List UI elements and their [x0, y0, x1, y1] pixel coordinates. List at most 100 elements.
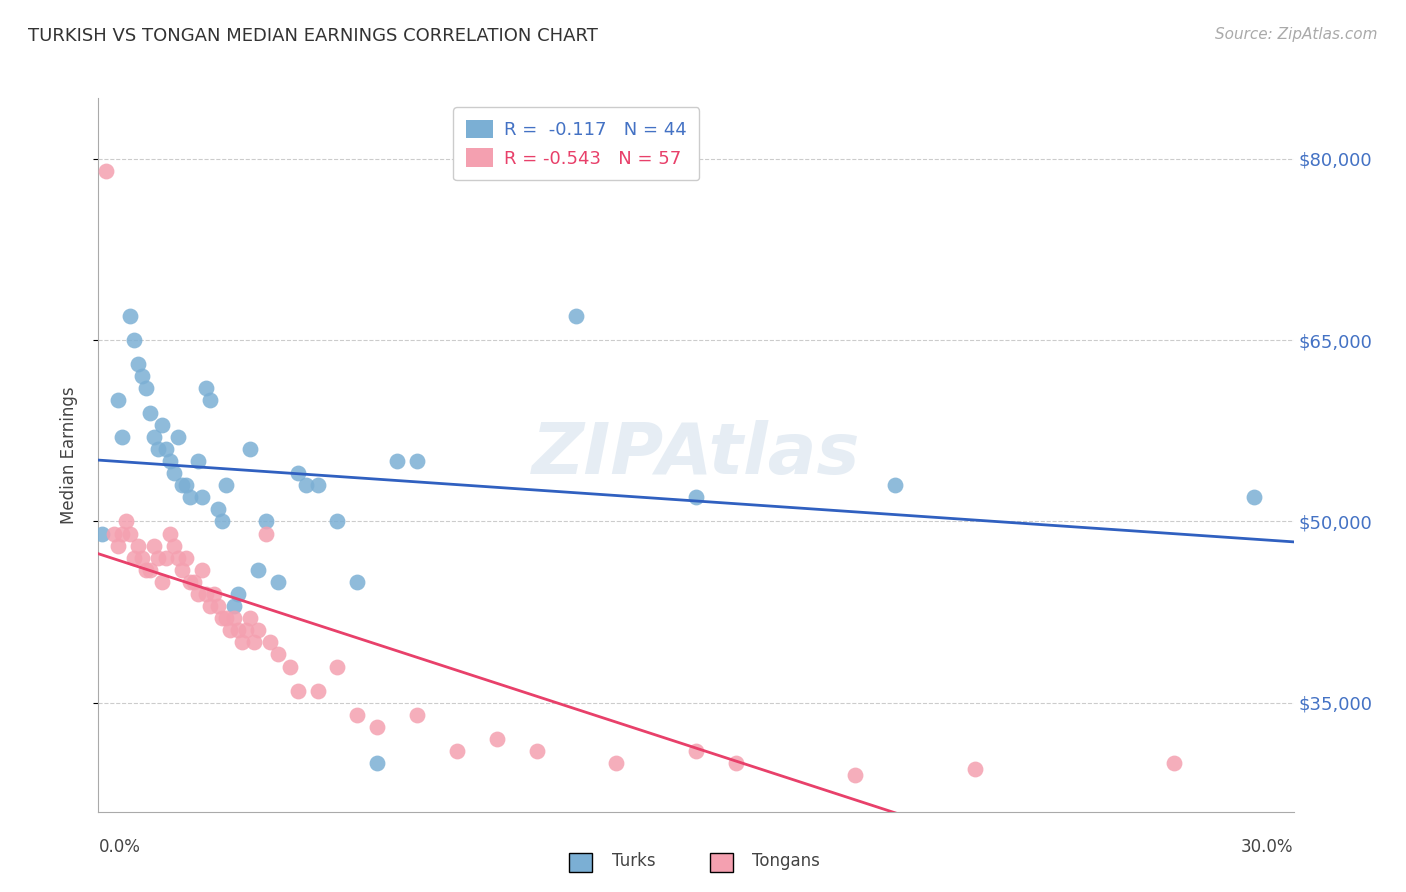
Point	[724, 756, 747, 771]
Point	[174, 550, 197, 565]
Point	[107, 393, 129, 408]
Point	[120, 526, 142, 541]
Point	[172, 563, 194, 577]
Point	[326, 515, 349, 529]
Text: TURKISH VS TONGAN MEDIAN EARNINGS CORRELATION CHART: TURKISH VS TONGAN MEDIAN EARNINGS CORREL…	[28, 27, 598, 45]
Point	[685, 744, 707, 758]
Point	[246, 563, 269, 577]
Text: 30.0%: 30.0%	[1241, 838, 1294, 856]
Legend: R =  -0.117   N = 44, R = -0.543   N = 57: R = -0.117 N = 44, R = -0.543 N = 57	[454, 107, 699, 180]
Point	[131, 550, 153, 565]
Text: Tongans: Tongans	[752, 852, 820, 870]
Point	[326, 659, 349, 673]
Point	[127, 539, 149, 553]
Point	[485, 732, 508, 747]
Point	[366, 756, 388, 771]
Point	[191, 490, 214, 504]
Point	[150, 574, 173, 589]
Point	[187, 587, 209, 601]
Point	[163, 539, 186, 553]
Point	[159, 526, 181, 541]
Point	[139, 406, 162, 420]
Point	[139, 563, 162, 577]
Point	[148, 442, 170, 456]
Point	[91, 526, 114, 541]
Point	[219, 624, 242, 638]
Point	[163, 466, 186, 480]
Point	[226, 587, 249, 601]
Text: ZIPAtlas: ZIPAtlas	[531, 420, 860, 490]
Point	[198, 393, 221, 408]
Text: Source: ZipAtlas.com: Source: ZipAtlas.com	[1215, 27, 1378, 42]
Point	[207, 599, 229, 613]
Point	[107, 539, 129, 553]
Point	[183, 574, 205, 589]
Point	[174, 478, 197, 492]
Point	[159, 454, 181, 468]
Point	[446, 744, 468, 758]
Point	[346, 708, 368, 723]
Point	[131, 369, 153, 384]
Point	[111, 430, 134, 444]
Point	[211, 515, 233, 529]
Point	[346, 574, 368, 589]
Point	[963, 763, 986, 777]
Point	[287, 683, 309, 698]
Point	[226, 624, 249, 638]
Point	[307, 683, 329, 698]
Point	[222, 611, 245, 625]
Point	[191, 563, 214, 577]
Point	[111, 526, 134, 541]
Point	[254, 526, 277, 541]
Point	[267, 648, 290, 662]
Point	[243, 635, 266, 649]
Point	[1243, 490, 1265, 504]
Point	[287, 466, 309, 480]
Point	[167, 430, 190, 444]
Point	[884, 478, 907, 492]
Point	[127, 357, 149, 371]
Point	[215, 611, 238, 625]
Point	[239, 611, 262, 625]
Point	[1163, 756, 1185, 771]
Point	[246, 624, 269, 638]
Point	[120, 309, 142, 323]
Point	[239, 442, 262, 456]
Y-axis label: Median Earnings: Median Earnings	[59, 386, 77, 524]
Point	[155, 442, 177, 456]
Point	[143, 539, 166, 553]
Point	[155, 550, 177, 565]
Point	[385, 454, 409, 468]
Point	[605, 756, 627, 771]
Point	[143, 430, 166, 444]
Point	[406, 454, 429, 468]
Point	[526, 744, 548, 758]
Point	[115, 515, 138, 529]
Point	[211, 611, 233, 625]
Point	[294, 478, 316, 492]
Point	[187, 454, 209, 468]
Point	[96, 163, 118, 178]
Point	[267, 574, 290, 589]
Point	[278, 659, 301, 673]
Point	[150, 417, 173, 432]
Point	[202, 587, 225, 601]
Point	[844, 768, 866, 782]
Point	[179, 490, 201, 504]
Point	[231, 635, 253, 649]
Point	[235, 624, 257, 638]
Text: 0.0%: 0.0%	[98, 838, 141, 856]
Point	[124, 550, 146, 565]
Point	[135, 563, 157, 577]
Point	[254, 515, 277, 529]
Point	[366, 720, 388, 734]
Point	[685, 490, 707, 504]
Text: Turks: Turks	[612, 852, 655, 870]
Point	[215, 478, 238, 492]
Point	[207, 502, 229, 516]
Point	[259, 635, 281, 649]
Point	[198, 599, 221, 613]
Point	[222, 599, 245, 613]
Point	[124, 333, 146, 347]
Point	[179, 574, 201, 589]
